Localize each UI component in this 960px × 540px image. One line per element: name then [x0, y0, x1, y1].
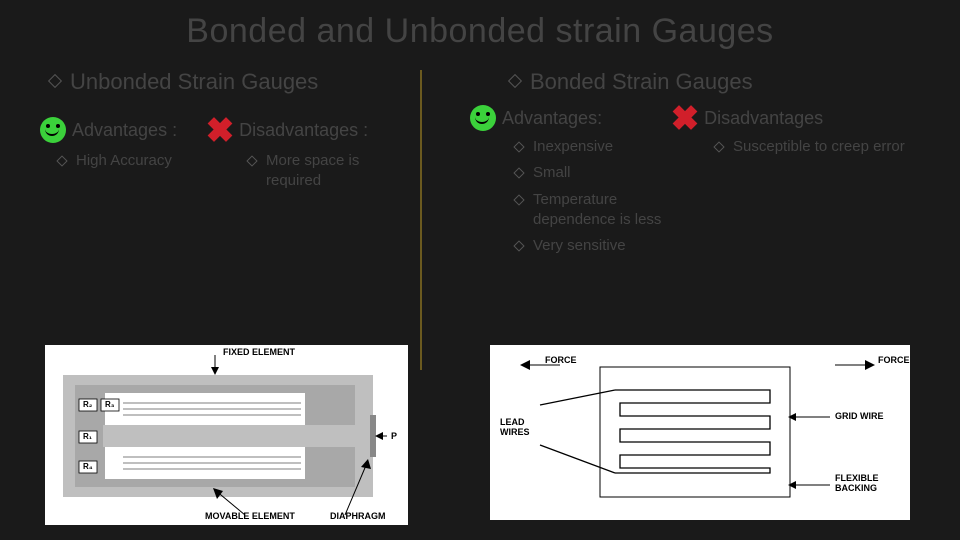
right-dis-item: Susceptible to creep error	[733, 137, 905, 157]
diagram-label: FORCE	[545, 355, 577, 365]
list-item: Inexpensive	[515, 137, 695, 157]
unbonded-diagram: FIXED ELEMENT MOVABLE ELEMENT DIAPHRAGM …	[45, 345, 408, 525]
left-adv-label-group: Advantages :	[40, 117, 177, 143]
list-item: Small	[515, 163, 695, 183]
smiley-icon	[470, 105, 496, 131]
list-item: Susceptible to creep error	[715, 137, 915, 157]
cross-icon	[672, 105, 698, 131]
diagram-label: FIXED ELEMENT	[223, 347, 295, 357]
smiley-icon	[40, 117, 66, 143]
diagram-label: R₄	[83, 462, 93, 471]
right-adv-item: Small	[533, 163, 571, 183]
bullet-icon	[56, 155, 67, 166]
left-dis-item: More space is required	[266, 151, 408, 192]
bullet-icon	[246, 155, 257, 166]
cross-icon	[207, 117, 233, 143]
diagram-label: FLEXIBLE BACKING	[835, 473, 895, 493]
right-heading-line: Bonded Strain Gauges	[510, 69, 920, 95]
list-item: Very sensitive	[515, 236, 695, 256]
diagram-label: FORCE	[878, 355, 910, 365]
left-dis-label-group: Disadvantages :	[207, 117, 368, 143]
right-adv-list: Inexpensive Small Temperature dependence…	[515, 137, 695, 262]
columns: Unbonded Strain Gauges Advantages : Disa…	[40, 69, 920, 262]
right-adv-item: Inexpensive	[533, 137, 613, 157]
list-item: More space is required	[248, 151, 408, 192]
right-column: Bonded Strain Gauges Advantages: Disadva…	[450, 69, 920, 262]
list-item: High Accuracy	[58, 151, 218, 192]
diagram-label: P	[391, 431, 397, 441]
right-adv-label-group: Advantages:	[470, 105, 602, 131]
bullet-icon	[48, 74, 62, 88]
diagram-label: R₁	[83, 432, 92, 441]
diagram-label: LEAD WIRES	[500, 417, 540, 437]
left-heading: Unbonded Strain Gauges	[70, 69, 318, 95]
slide-title: Bonded and Unbonded strain Gauges	[40, 12, 920, 51]
unbonded-diagram-svg	[45, 345, 408, 525]
right-dis-label-group: Disadvantages	[672, 105, 823, 131]
right-adv-item: Temperature dependence is less	[533, 190, 695, 231]
left-items-row: High Accuracy More space is required	[58, 151, 450, 198]
bonded-diagram: FORCE FORCE LEAD WIRES GRID WIRE FLEXIBL…	[490, 345, 910, 520]
bullet-icon	[513, 240, 524, 251]
diagram-label: MOVABLE ELEMENT	[205, 511, 295, 521]
slide: Bonded and Unbonded strain Gauges Unbond…	[0, 0, 960, 540]
left-adv-label: Advantages :	[72, 120, 177, 141]
right-adv-label: Advantages:	[502, 108, 602, 129]
bonded-diagram-svg	[490, 345, 910, 520]
bullet-icon	[513, 194, 524, 205]
right-heading: Bonded Strain Gauges	[530, 69, 753, 95]
bullet-icon	[513, 141, 524, 152]
left-dis-label: Disadvantages :	[239, 120, 368, 141]
bullet-icon	[513, 168, 524, 179]
right-adv-item: Very sensitive	[533, 236, 626, 256]
right-dis-list: Susceptible to creep error	[715, 137, 915, 262]
right-labels-row: Advantages: Disadvantages	[470, 105, 920, 131]
list-item: Temperature dependence is less	[515, 190, 695, 231]
diagram-label: R₃	[105, 400, 114, 409]
right-lists: Inexpensive Small Temperature dependence…	[470, 137, 920, 262]
left-heading-line: Unbonded Strain Gauges	[50, 69, 450, 95]
diagram-label: GRID WIRE	[835, 411, 884, 421]
diagram-label: R₂	[83, 400, 92, 409]
bullet-icon	[508, 74, 522, 88]
left-labels-row: Advantages : Disadvantages :	[40, 117, 450, 143]
left-column: Unbonded Strain Gauges Advantages : Disa…	[40, 69, 450, 262]
bullet-icon	[713, 141, 724, 152]
diagram-label: DIAPHRAGM	[330, 511, 386, 521]
left-adv-item: High Accuracy	[76, 151, 172, 171]
right-dis-label: Disadvantages	[704, 108, 823, 129]
